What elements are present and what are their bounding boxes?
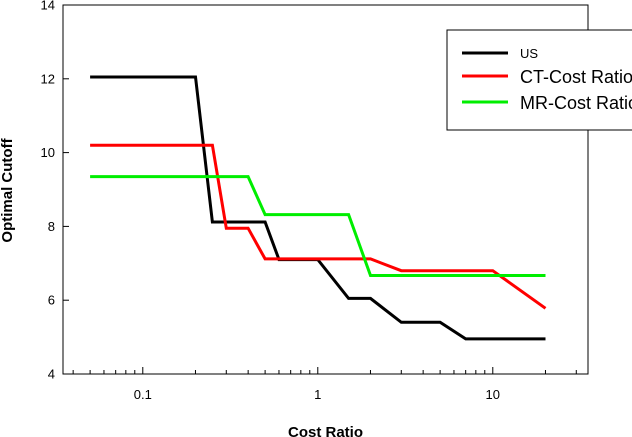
y-tick-label: 6	[48, 293, 55, 308]
plot-area-border	[62, 4, 589, 375]
x-axis-title: Cost Ratio	[288, 424, 363, 437]
legend: US CT-Cost Ratio MR-Cost Ratio	[446, 29, 632, 131]
y-axis-ticks: 4 6 8 10 12 14	[41, 0, 69, 382]
legend-box	[446, 29, 632, 131]
x-axis-ticks: 0.1 1 10	[72, 367, 577, 402]
y-tick-label: 8	[48, 219, 55, 234]
x-tick-label: 0.1	[134, 387, 152, 402]
y-tick-label: 4	[48, 367, 55, 382]
x-tick-label: 10	[486, 387, 500, 402]
legend-label: MR-Cost Ratio	[520, 93, 632, 113]
y-tick-label: 10	[41, 145, 55, 160]
series-line-3	[90, 175, 546, 277]
series-lines	[90, 75, 547, 341]
series-line-2	[90, 143, 547, 310]
x-tick-label: 1	[314, 387, 321, 402]
y-axis-title: Optimal Cutoff	[0, 137, 16, 242]
y-tick-label: 12	[41, 71, 55, 86]
y-tick-label: 14	[41, 0, 55, 13]
legend-label: CT-Cost Ratio	[520, 67, 632, 87]
legend-label: US	[520, 46, 538, 61]
plot-frame	[62, 4, 589, 375]
series-line-1	[90, 75, 546, 341]
